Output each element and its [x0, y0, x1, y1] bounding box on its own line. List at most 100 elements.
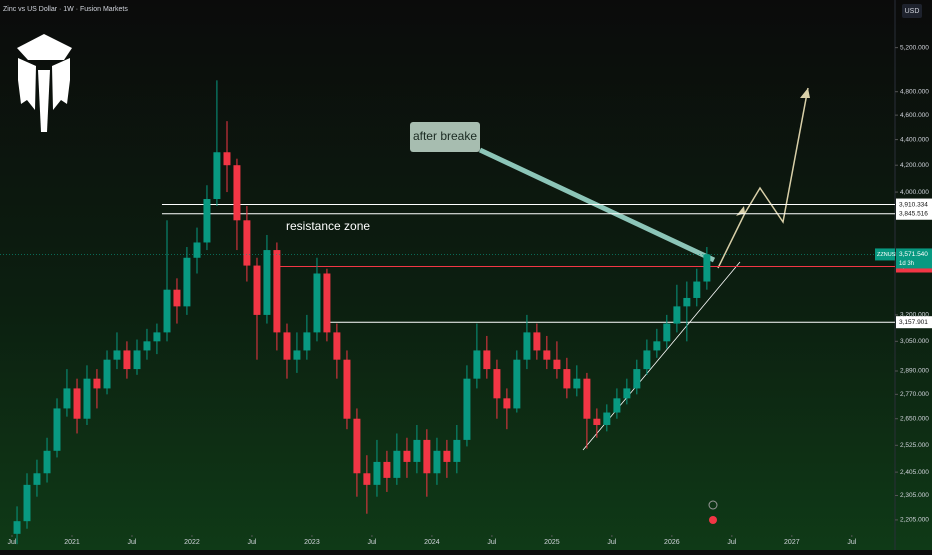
candle-body [553, 359, 561, 370]
arrow-head [800, 88, 810, 98]
y-tick-label: 2,525.000 [900, 442, 929, 449]
candle-body [483, 350, 491, 370]
candle-body [253, 265, 261, 315]
y-tick-label: 4,000.000 [900, 189, 929, 196]
candle-body [473, 350, 481, 379]
candle-body [383, 461, 391, 478]
event-icon [708, 500, 718, 510]
candle-body [183, 257, 191, 307]
candle-body [663, 323, 671, 342]
candle-body [693, 281, 701, 298]
candle-body [603, 412, 611, 425]
candle-body [413, 439, 421, 462]
candle-body [503, 398, 511, 409]
candle-body [63, 388, 71, 409]
candle-body [23, 484, 31, 522]
level-label: 3,910.334 [899, 201, 928, 208]
candle-body [393, 450, 401, 478]
candle-body [353, 418, 361, 474]
y-tick-label: 2,205.000 [900, 517, 929, 524]
y-tick-label: 4,800.000 [900, 88, 929, 95]
price-label: 3,571.540 [899, 251, 928, 258]
x-tick-label: Jul [607, 539, 616, 546]
level-label: 3,845.516 [899, 210, 928, 217]
y-tick-label: 2,890.000 [900, 368, 929, 375]
x-tick-label: Jul [727, 539, 736, 546]
candle-body [363, 473, 371, 485]
candle-body [623, 388, 631, 399]
candle-body [323, 273, 331, 333]
x-tick-label: 2025 [544, 539, 560, 546]
candle-body [463, 378, 471, 440]
projection [717, 212, 746, 269]
callout-box [410, 122, 480, 152]
level-tag [896, 207, 932, 220]
candle-body [73, 388, 81, 419]
candle-body [213, 152, 221, 199]
candle-body [583, 378, 591, 419]
logo [17, 34, 72, 132]
countdown: 1d 3h [899, 261, 914, 267]
candle-body [43, 450, 51, 474]
candle-body [143, 341, 151, 351]
candle-body [13, 521, 21, 534]
candle-body [33, 473, 41, 485]
candle-body [403, 450, 411, 462]
event-icon [709, 516, 717, 524]
candle-body [153, 332, 161, 342]
candle-body [313, 273, 321, 333]
symbol-tag [875, 248, 895, 261]
x-tick-label: Jul [8, 539, 17, 546]
callout-text: after breake [413, 129, 477, 143]
x-tick-label: 2022 [184, 539, 200, 546]
price-tag [896, 248, 932, 269]
x-tick-label: Jul [127, 539, 136, 546]
x-tick-label: Jul [847, 539, 856, 546]
logo-top [17, 34, 72, 60]
logo-left [18, 58, 36, 110]
y-tick-label: 4,400.000 [900, 136, 929, 143]
logo-right [52, 58, 70, 110]
x-tick-label: 2027 [784, 539, 800, 546]
candle-body [93, 378, 101, 389]
x-tick-label: 2023 [304, 539, 320, 546]
candle-body [633, 369, 641, 389]
candle-body [683, 297, 691, 307]
candle-body [113, 350, 121, 360]
candle-body [453, 439, 461, 462]
candle-body [673, 306, 681, 324]
candle-body [193, 242, 201, 258]
candle-body [563, 369, 571, 389]
level-tag [896, 198, 932, 211]
candle-body [703, 254, 711, 282]
candle-body [263, 250, 271, 315]
y-tick-label: 2,405.000 [900, 469, 929, 476]
currency-box [902, 4, 922, 18]
candle-body [573, 378, 581, 389]
candle-body [173, 289, 181, 307]
candle-body [83, 378, 91, 419]
candle-body [233, 165, 241, 221]
level-label: 3,157.901 [899, 319, 928, 326]
candle-body [543, 350, 551, 360]
candle-body [223, 152, 231, 166]
candle-body [613, 398, 621, 413]
y-tick-label: 5,200.000 [900, 44, 929, 51]
candle-body [163, 289, 171, 333]
candle-body [533, 332, 541, 351]
x-tick-label: 2026 [664, 539, 680, 546]
x-tick-label: Jul [487, 539, 496, 546]
y-tick-label: 3,050.000 [900, 338, 929, 345]
candle-body [123, 350, 131, 370]
candle-body [643, 350, 651, 370]
y-tick-label: 2,770.000 [900, 391, 929, 398]
candle-body [433, 450, 441, 474]
candle-body [133, 350, 141, 370]
currency: USD [905, 8, 920, 15]
candle-body [103, 359, 111, 389]
x-tick-label: Jul [367, 539, 376, 546]
y-tick-label: 2,650.000 [900, 415, 929, 422]
chart-title: Zinc vs US Dollar · 1W · Fusion Markets [3, 6, 128, 13]
candle-body [513, 359, 521, 409]
